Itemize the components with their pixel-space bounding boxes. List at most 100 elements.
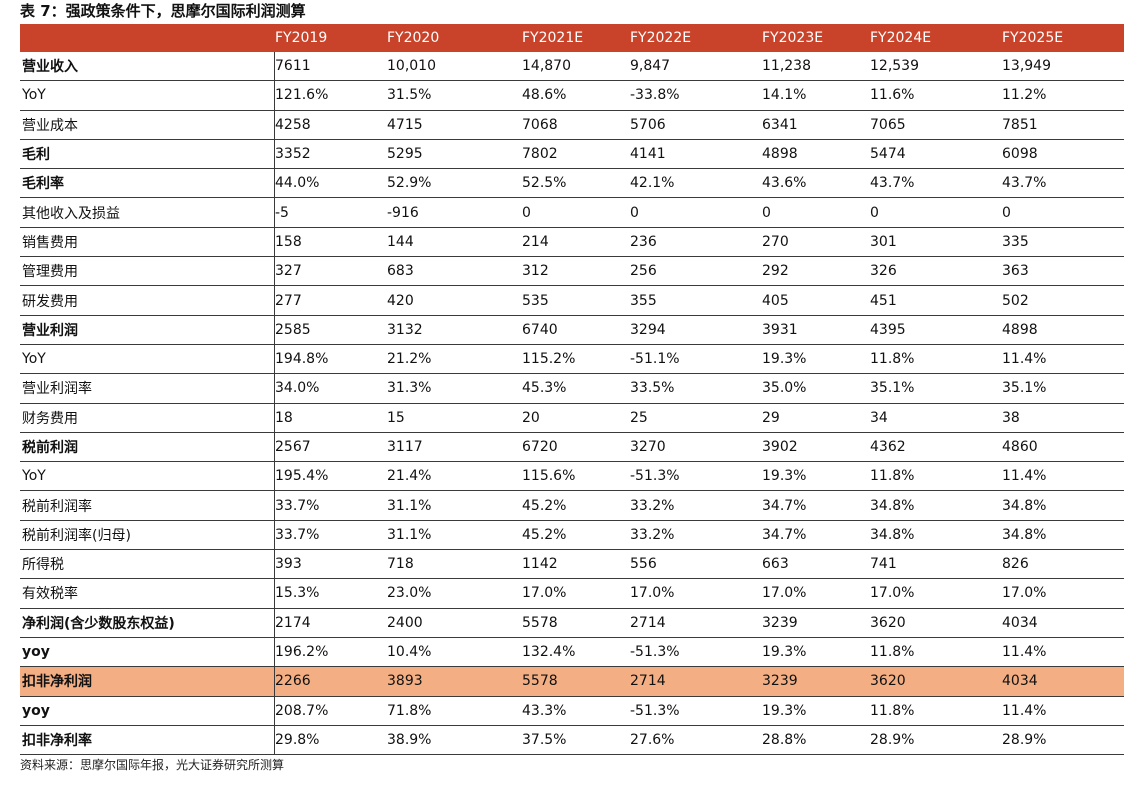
- table-cell: 43.7%: [1002, 175, 1047, 192]
- table-cell: 208.7%: [275, 702, 329, 719]
- table-cell: 44.0%: [275, 175, 320, 192]
- table-cell: 7065: [870, 116, 906, 133]
- table-cell: 43.3%: [522, 702, 567, 719]
- table-cell: 236: [630, 233, 657, 250]
- table-cell: 826: [1002, 556, 1029, 573]
- table-row: 研发费用 277 420 535 355 405 451 502: [20, 286, 1124, 316]
- row-label: YoY: [22, 468, 46, 485]
- table-cell: 4898: [1002, 321, 1038, 338]
- table-cell: 11.4%: [1002, 351, 1047, 368]
- table-row: 销售费用 158 144 214 236 270 301 335: [20, 227, 1124, 258]
- table-cell: 33.2%: [630, 526, 675, 543]
- table-cell: 214: [522, 233, 549, 250]
- column-header: FY2021E: [522, 30, 584, 46]
- table-cell: 11.6%: [870, 87, 915, 104]
- table-cell: 335: [1002, 233, 1029, 250]
- table-row: 毛利率 44.0% 52.9% 52.5% 42.1% 43.6% 43.7% 43.7%: [20, 169, 1124, 199]
- table-cell: 0: [1002, 204, 1011, 221]
- table-cell: 502: [1002, 292, 1029, 309]
- table-cell: 121.6%: [275, 87, 329, 104]
- table-cell: 11.4%: [1002, 468, 1047, 485]
- table-cell: 4034: [1002, 673, 1038, 690]
- column-divider: [274, 315, 275, 344]
- row-label: 税前利润率(归母): [22, 527, 131, 544]
- table-row: 税前利润率 33.7% 31.1% 45.2% 33.2% 34.7% 34.8% 34.8%: [20, 491, 1124, 521]
- table-cell: 196.2%: [275, 644, 329, 661]
- table-cell: 2266: [275, 673, 311, 690]
- table-cell: 21.4%: [387, 468, 432, 485]
- table-cell: 52.5%: [522, 175, 567, 192]
- table-cell: 17.0%: [630, 585, 675, 602]
- table-cell: 34.7%: [762, 497, 807, 514]
- table-cell: 11.4%: [1002, 702, 1047, 719]
- table-cell: 7611: [275, 58, 311, 75]
- column-divider: [274, 608, 275, 637]
- table-cell: 34.8%: [1002, 497, 1047, 514]
- table-cell: 1142: [522, 556, 558, 573]
- row-label: 营业收入: [22, 59, 78, 76]
- table-cell: 52.9%: [387, 175, 432, 192]
- row-label: 毛利率: [22, 176, 64, 193]
- table-cell: 19.3%: [762, 468, 807, 485]
- table-cell: 11.2%: [1002, 87, 1047, 104]
- row-label: 有效税率: [22, 586, 78, 603]
- column-divider: [274, 81, 275, 110]
- table-cell: 3902: [762, 439, 798, 455]
- table-cell: 35.0%: [762, 380, 807, 397]
- table-cell: 7068: [522, 116, 558, 133]
- table-cell: 5706: [630, 116, 666, 133]
- row-label: yoy: [22, 702, 50, 719]
- table-cell: 2400: [387, 614, 423, 631]
- table-row: YoY 195.4% 21.4% 115.6% -51.3% 19.3% 11.8% 11.4…: [20, 462, 1124, 492]
- table-cell: 363: [1002, 263, 1029, 280]
- table-cell: 663: [762, 556, 789, 573]
- table-cell: 4715: [387, 116, 423, 133]
- table-cell: 5295: [387, 146, 423, 163]
- table-cell: 420: [387, 292, 414, 309]
- column-divider: [274, 198, 275, 227]
- row-label: 管理费用: [22, 264, 78, 281]
- row-label: 营业利润率: [22, 381, 92, 398]
- table-cell: 4258: [275, 116, 311, 133]
- table-cell: 15: [387, 409, 405, 426]
- table-row: 管理费用 327 683 312 256 292 326 363: [20, 257, 1124, 287]
- table-cell: 17.0%: [870, 585, 915, 602]
- table-cell: 33.5%: [630, 380, 675, 397]
- column-divider: [274, 374, 275, 403]
- table-cell: 33.7%: [275, 497, 320, 514]
- row-label: YoY: [22, 87, 46, 104]
- table-cell: 3620: [870, 673, 906, 690]
- table-cell: 355: [630, 292, 657, 309]
- row-label: 净利润(含少数股东权益): [22, 615, 175, 632]
- table-cell: 28.9%: [870, 731, 915, 748]
- table-cell: 17.0%: [762, 585, 807, 602]
- table-cell: 535: [522, 292, 549, 309]
- column-divider: [274, 579, 275, 608]
- table-cell: 15.3%: [275, 585, 320, 602]
- table-cell: 21.2%: [387, 351, 432, 368]
- table-cell: 10,010: [387, 58, 436, 75]
- table-cell: 3294: [630, 321, 666, 338]
- column-divider: [274, 227, 275, 257]
- table-cell: 3239: [762, 614, 798, 631]
- table-cell: 45.2%: [522, 526, 567, 543]
- table-cell: 12,539: [870, 58, 919, 75]
- column-divider: [274, 725, 275, 755]
- row-label: 扣非净利率: [22, 732, 92, 749]
- table-cell: 11.8%: [870, 351, 915, 368]
- column-divider: [274, 403, 275, 432]
- column-divider: [274, 286, 275, 315]
- table-row: 其他收入及损益 -5 -916 0 0 0 0 0: [20, 198, 1124, 228]
- table-cell: 292: [762, 263, 789, 280]
- table-cell: 195.4%: [275, 468, 329, 485]
- table-cell: 6098: [1002, 146, 1038, 163]
- table-row: 毛利 3352 5295 7802 4141 4898 5474 6098: [20, 139, 1124, 170]
- table-cell: -51.3%: [630, 702, 680, 719]
- column-divider: [274, 432, 275, 462]
- table-cell: 17.0%: [522, 585, 567, 602]
- table-row: 税前利润率(归母) 33.7% 31.1% 45.2% 33.2% 34.7% 34.8% 3…: [20, 520, 1124, 551]
- row-label: 研发费用: [22, 293, 78, 310]
- table-cell: 10.4%: [387, 644, 432, 661]
- table-cell: 31.1%: [387, 526, 432, 543]
- row-label: 毛利: [22, 147, 50, 164]
